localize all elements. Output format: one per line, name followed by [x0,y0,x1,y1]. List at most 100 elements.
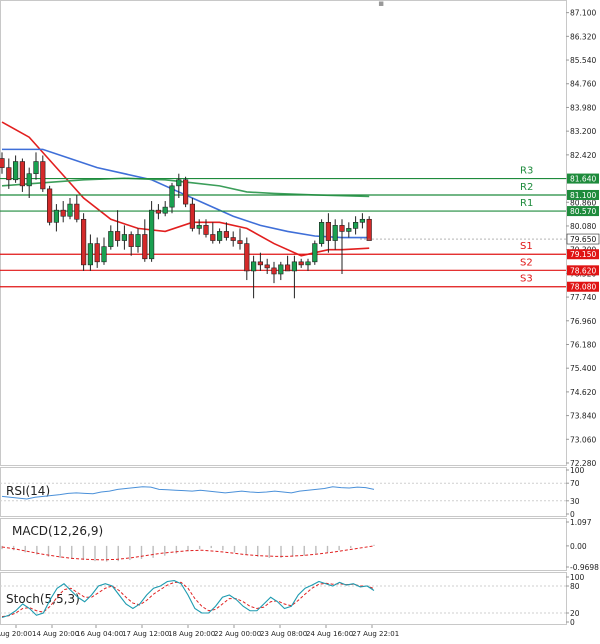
rsi-label: RSI(14) [6,484,50,498]
candle-body [81,218,87,266]
candle-body [26,173,32,187]
macd-label: MACD(12,26,9) [12,524,103,538]
candle [19,158,26,192]
rsi-line [1,486,375,500]
candle-body [67,203,73,217]
candle-body [203,225,209,235]
candle-body [217,231,223,241]
candle-body [318,222,325,244]
candle [6,158,12,189]
macd-panel: MACD(12,26,9) 1.097 0.00 -0.9698 [0,518,599,572]
level-price-tag-bg [567,265,599,276]
candle [155,204,162,220]
candle [203,219,209,238]
level-label-r2: R2 [520,182,533,193]
time-tick-label: 14 Aug 20:00 [32,630,79,638]
stoch-panel-frame [0,572,567,625]
candle [94,237,100,268]
level-price-tag-bg [567,206,599,217]
candle-body [40,161,46,190]
candle-body [33,161,39,174]
candle [332,219,338,250]
price-tick-label: 73.840 [570,412,596,421]
candle-body [223,231,230,238]
candle-body [359,218,366,223]
candle [101,237,107,265]
macd-panel-frame [0,518,567,571]
candle [142,219,148,262]
time-tick-label: 18 Aug 20:00 [168,630,215,638]
time-tick-label: 16 Aug 04:00 [76,630,123,638]
candle-body [264,264,270,269]
price-tick-label: 86.320 [570,32,596,41]
candle-body [74,203,80,220]
candle [264,258,270,274]
candle [128,231,134,256]
candle [46,185,53,226]
level-price-tag: 78.620 [570,266,596,275]
candle [223,222,230,241]
candle-body [169,185,175,208]
current-price-tag-bg [566,233,600,245]
price-tick-label: 80.080 [570,222,596,231]
stoch-main-line [1,580,375,619]
candle-body [352,222,359,229]
candle-body [237,240,243,244]
candle-body [0,158,5,168]
candle-body [108,231,114,247]
candle-body [183,179,189,205]
level-price-tag-bg [567,249,599,260]
level-price-tag: 81.640 [570,175,596,184]
level-label-s1: S1 [520,241,533,252]
candle [162,201,168,217]
level-label-r3: R3 [520,166,533,177]
price-tick-label: 76.960 [570,317,596,326]
candle [257,252,264,271]
macd-tick-label: -0.9698 [570,563,599,572]
rsi-tick-label: 100 [570,466,585,475]
time-tick-label: 23 Aug 08:00 [260,630,307,638]
candle [230,231,236,247]
candle-body [230,237,236,241]
candle [40,155,46,192]
candle [33,152,39,180]
candle-body [271,267,277,275]
stoch-tick-label: 20 [570,609,580,618]
candle [108,225,114,250]
level-price-tag: 81.100 [570,191,596,200]
price-tick-label: 75.400 [570,364,596,373]
candle [237,228,243,250]
time-tick-label: 17 Aug 12:00 [122,630,169,638]
price-tick-label: 74.620 [570,388,596,397]
candle-body [155,209,162,214]
time-tick-label: 24 Aug 16:00 [306,630,353,638]
candle [115,210,121,247]
candle-body [19,161,26,187]
rsi-tick-label: 70 [570,479,580,488]
level-price-tag: 78.080 [570,283,596,292]
candle [81,213,87,271]
price-panel-frame [0,0,567,466]
candle-body [101,246,107,263]
candle-body [244,243,250,272]
price-panel: R3 R2 R1 S1 S2 S3 87.100 86.320 85.540 84.760 83.… [0,0,600,468]
ma-green-line [1,177,370,198]
candle [149,201,155,262]
time-tick-label: 22 Aug 00:00 [214,630,261,638]
candle-body [196,225,202,229]
candle-body [115,231,121,241]
stoch-signal-line [1,581,375,618]
level-label-r1: R1 [520,198,533,209]
candle-body [210,234,216,241]
candle [305,258,311,271]
candle-body [278,264,284,275]
candle [312,240,318,265]
candle [291,255,298,299]
candle [169,182,175,214]
candle-body [53,209,59,223]
level-price-tag-bg [567,189,599,200]
